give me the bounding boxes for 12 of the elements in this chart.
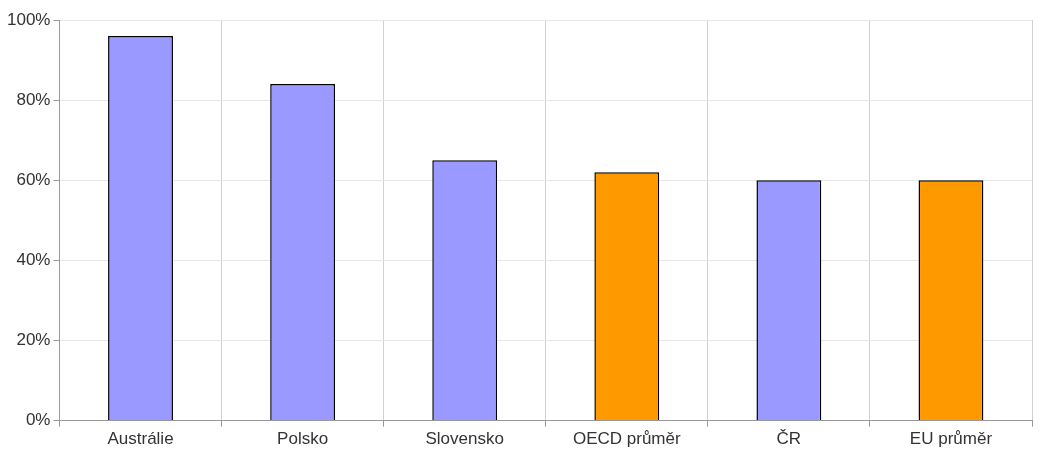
y-tick-label: 20% bbox=[16, 330, 51, 350]
y-tick-label: 100% bbox=[7, 9, 51, 29]
x-tick-label: Slovensko bbox=[425, 429, 504, 449]
x-tick-label: ČR bbox=[776, 429, 802, 449]
y-tick-label: 80% bbox=[16, 89, 51, 109]
x-tick-label: Polsko bbox=[277, 429, 329, 449]
x-tick-label: OECD průměr bbox=[572, 429, 681, 449]
x-tick-label: Austrálie bbox=[107, 429, 174, 449]
y-tick-label: 0% bbox=[25, 410, 51, 430]
x-tick-label: EU průměr bbox=[909, 429, 993, 449]
y-tick-label: 60% bbox=[16, 169, 51, 189]
y-tick-label: 40% bbox=[16, 250, 51, 270]
